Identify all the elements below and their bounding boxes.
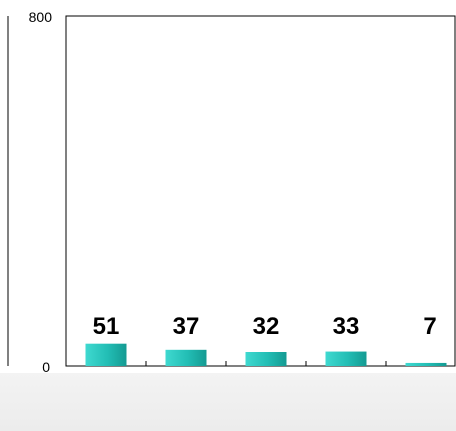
bar-1 <box>85 343 127 366</box>
data-label-4: 33 <box>333 313 360 340</box>
data-label-2: 37 <box>173 313 200 340</box>
data-labels-group: 51 37 32 33 7 <box>93 313 437 340</box>
bars-group <box>85 343 447 366</box>
bar-3 <box>245 352 287 366</box>
bar-2 <box>165 349 207 366</box>
data-label-1: 51 <box>93 313 120 340</box>
data-label-5: 7 <box>423 313 436 340</box>
bar-4 <box>325 351 367 366</box>
footer-band <box>0 373 456 431</box>
y-tick-label-max: 800 <box>29 9 53 25</box>
bar-5 <box>405 362 447 366</box>
x-ticks-group <box>145 361 387 366</box>
data-label-3: 32 <box>253 313 280 340</box>
y-tick-label-min: 0 <box>42 359 50 375</box>
